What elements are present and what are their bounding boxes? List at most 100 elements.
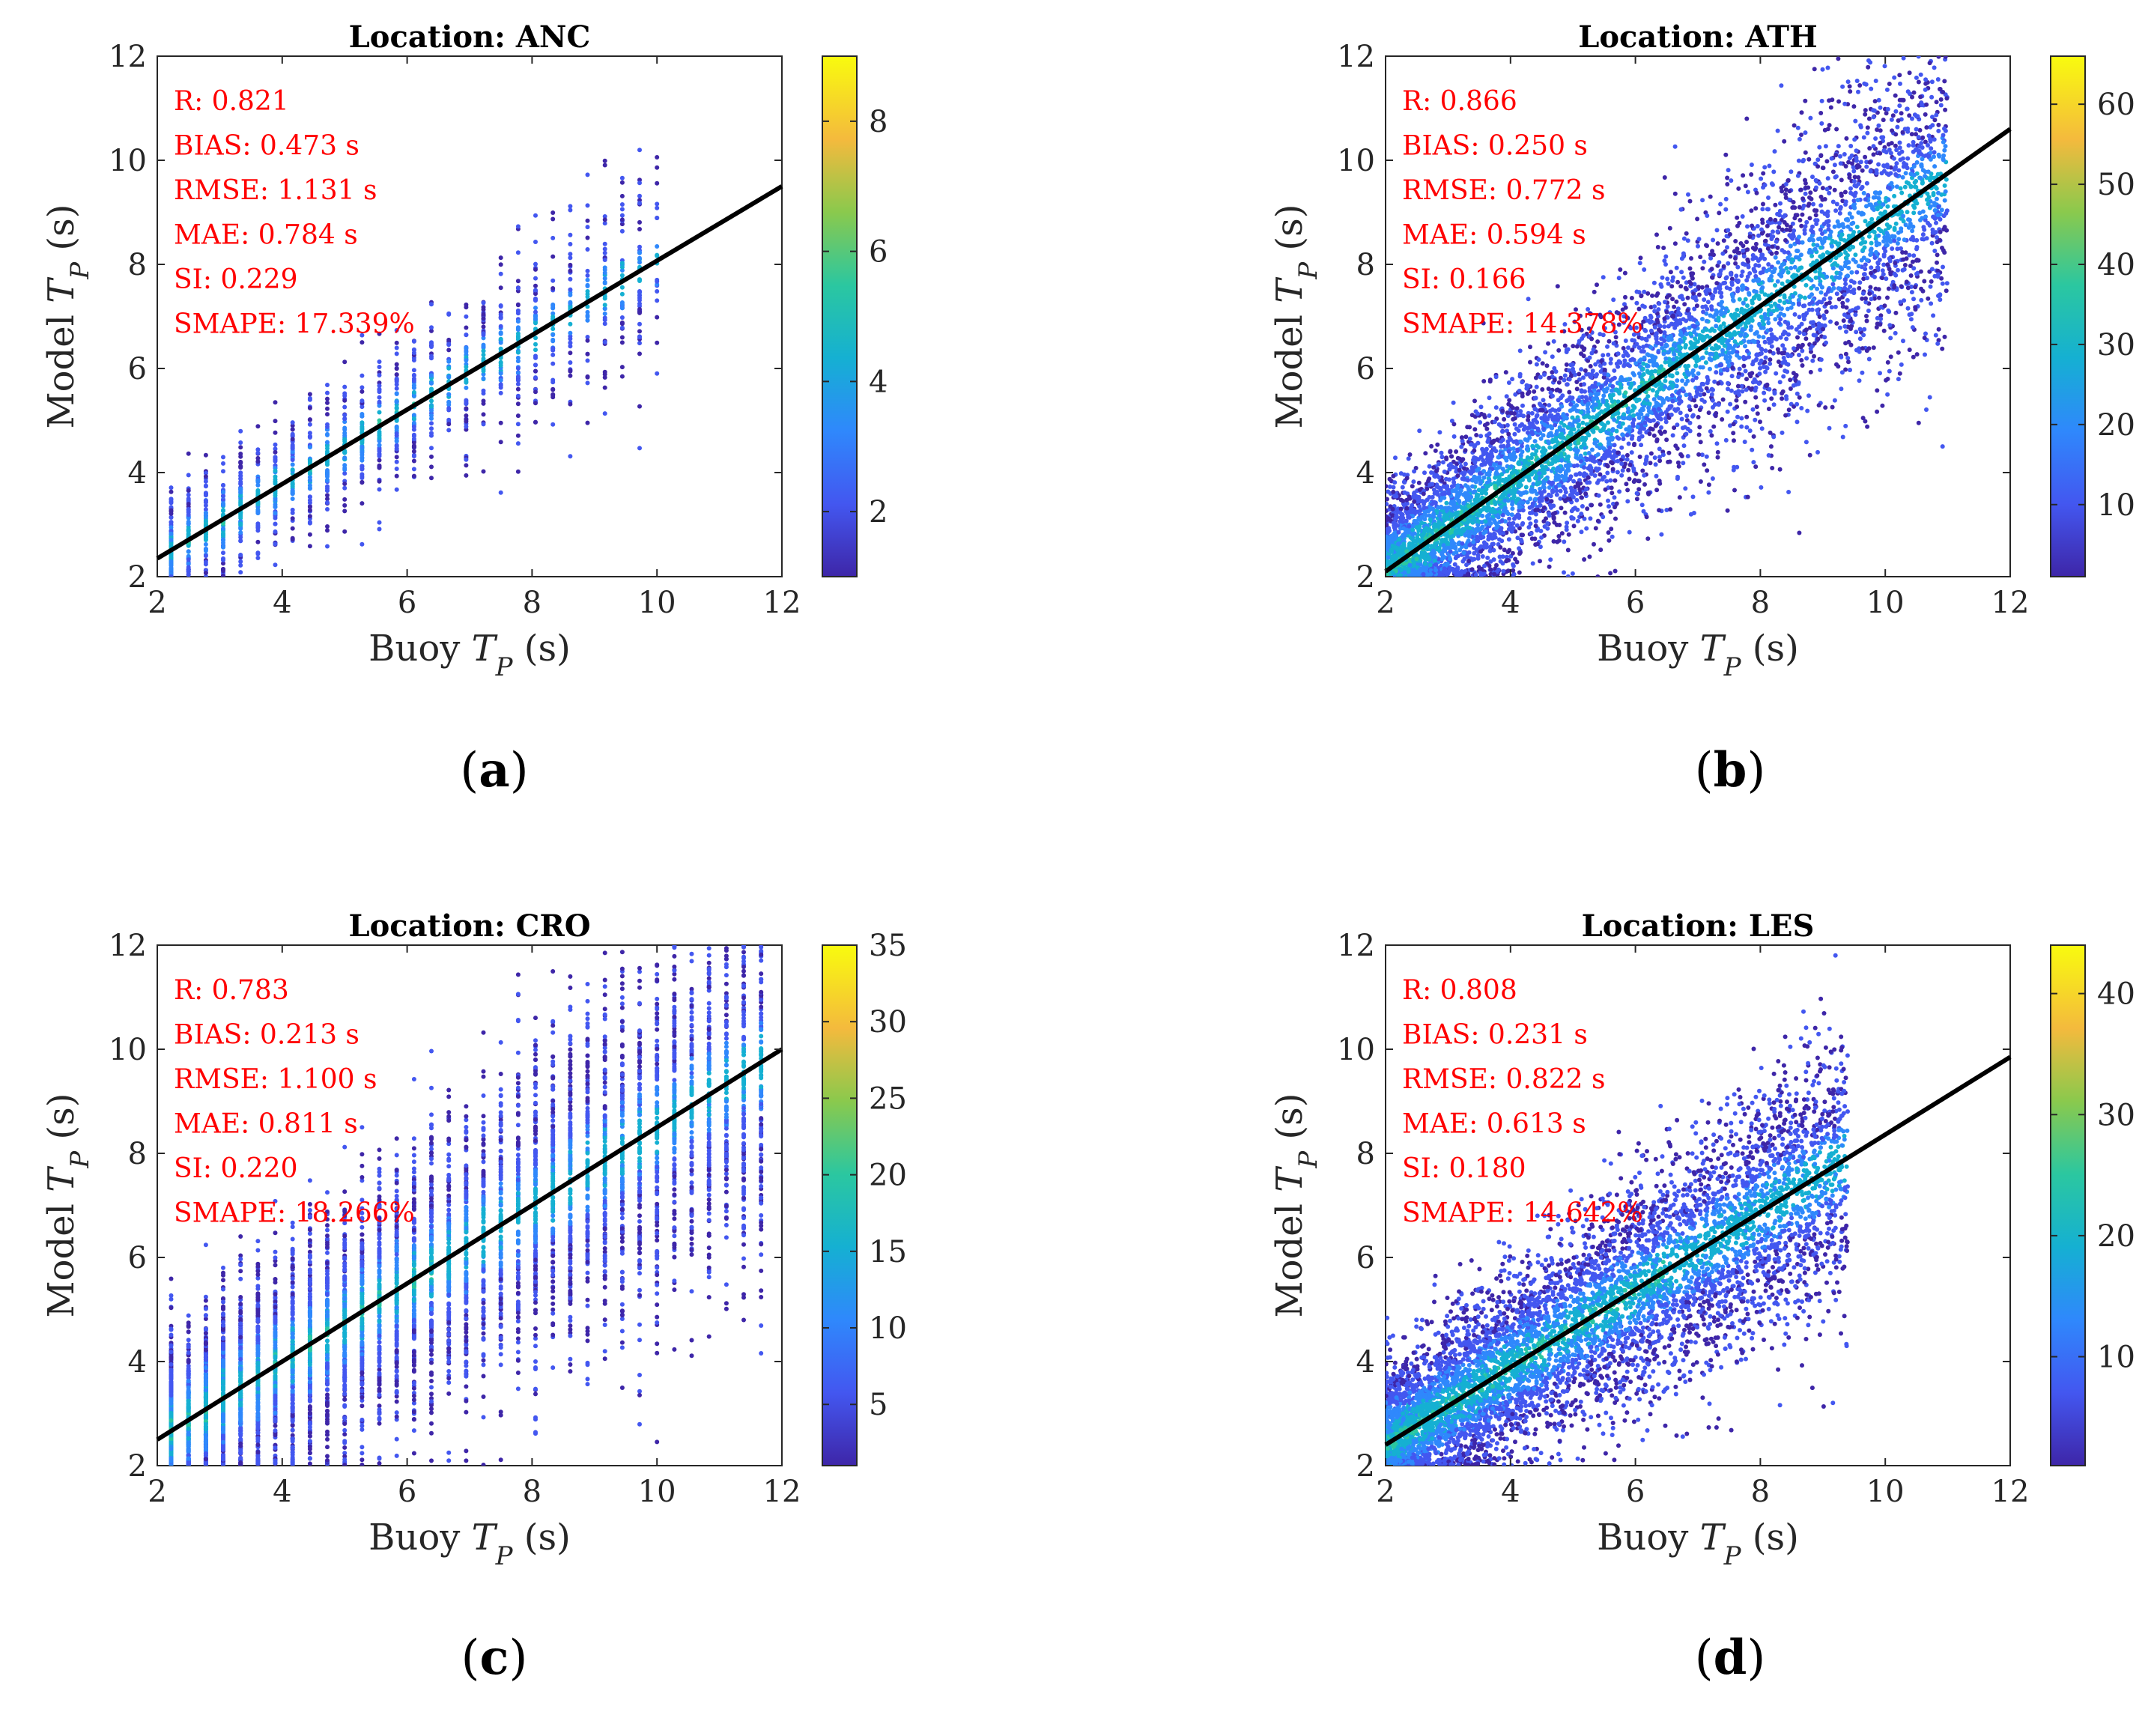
data-point [411,383,416,388]
data-point [1840,434,1845,440]
data-point [307,422,312,427]
data-point [515,224,521,229]
data-point [1539,416,1544,421]
data-point [550,339,556,344]
data-point [411,373,416,378]
data-point [464,364,469,369]
data-point [1640,468,1645,473]
data-point [464,424,469,429]
data-point [585,420,590,425]
data-point [1803,130,1808,136]
data-point [359,385,365,390]
data-point [1848,342,1854,347]
data-point [1588,516,1593,521]
data-point [1932,154,1936,160]
data-point [325,524,330,529]
data-point [515,381,521,386]
data-point [394,405,399,410]
data-point [1611,322,1616,327]
data-point [1792,264,1797,270]
data-point [1888,151,1893,156]
data-point [377,410,382,415]
data-point [446,311,452,316]
data-point [1400,485,1405,490]
data-point [1642,267,1647,272]
data-point [1941,157,1946,163]
data-point [1869,265,1874,270]
data-point [290,437,295,442]
data-point [1824,309,1829,315]
data-point [1863,300,1869,305]
data-point [1675,422,1680,428]
data-point [1882,64,1887,69]
data-point [1848,284,1853,289]
data-point [1575,481,1580,486]
data-point [568,242,573,246]
stat-line: SI: 0.229 [174,264,298,295]
data-point [1924,407,1929,412]
data-point [498,359,503,365]
data-point [186,492,191,497]
data-point [307,417,312,422]
data-point [1709,307,1714,312]
data-point [1795,391,1800,396]
data-point [637,201,642,206]
data-point [1648,451,1654,456]
data-point [1715,241,1720,246]
data-point [619,222,625,227]
data-point [585,277,590,282]
data-point [1790,221,1795,226]
data-point [637,219,642,225]
data-point [221,494,225,498]
data-point [1644,343,1649,348]
data-point [1648,410,1653,415]
data-point [186,553,191,559]
data-point [1737,250,1742,255]
data-point [1840,300,1845,306]
data-point [394,439,399,444]
data-point [1615,470,1620,475]
data-point [619,335,625,340]
data-point [1663,378,1668,383]
data-point [186,519,191,524]
data-point [1876,97,1881,103]
data-point [1605,344,1610,349]
data-point [169,515,174,520]
data-point [619,213,625,218]
data-point [1411,479,1416,485]
data-point [1721,238,1726,243]
data-point [1636,371,1642,376]
data-point [186,528,191,533]
data-point [238,522,243,527]
data-point [1856,174,1861,180]
data-point [255,450,261,455]
data-point [1657,458,1663,464]
data-point [515,365,521,371]
data-point [533,362,538,368]
data-point [1636,331,1641,336]
data-point [619,268,625,273]
data-point [1902,298,1907,303]
data-point [1923,217,1928,222]
data-point [568,350,573,356]
data-point [1574,380,1580,384]
data-point [533,291,538,297]
data-point [515,401,521,407]
data-point [1825,127,1830,132]
data-point [1926,143,1930,148]
data-point [498,362,503,368]
data-point [1753,417,1758,422]
data-point [1832,187,1837,192]
data-point [255,424,261,429]
data-point [602,270,607,276]
data-point [1805,408,1810,413]
data-point [1809,253,1815,258]
data-point [1848,144,1854,148]
data-point [273,468,278,473]
data-point [1857,336,1863,342]
data-point [273,493,278,498]
data-point [1899,228,1904,234]
data-point [203,507,208,512]
data-point [1473,464,1478,469]
data-point [359,420,365,425]
